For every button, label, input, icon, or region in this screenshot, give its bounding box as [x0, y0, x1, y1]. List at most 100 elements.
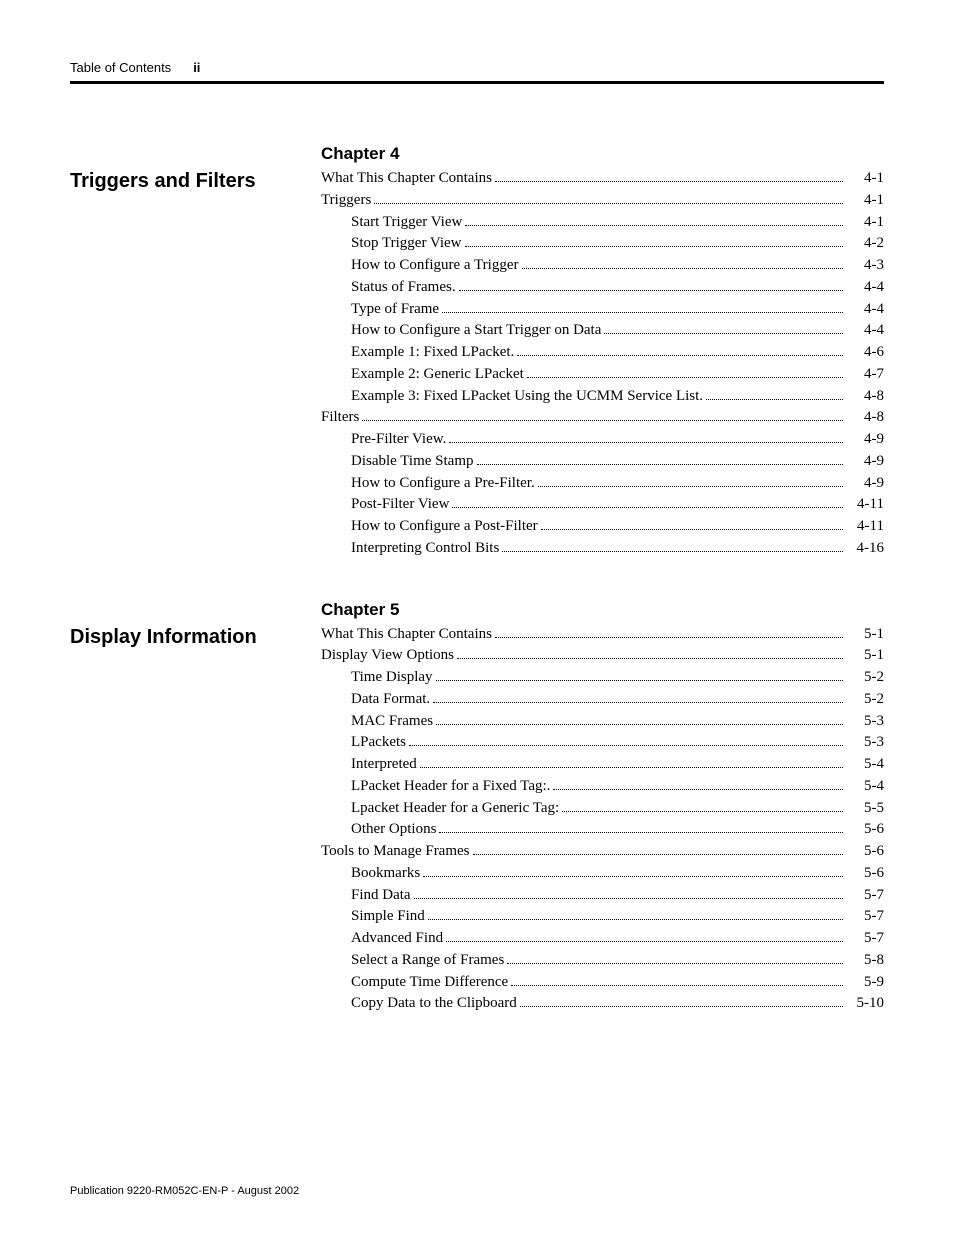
toc-leader-dots: [457, 646, 843, 660]
toc-entry-label: Example 3: Fixed LPacket Using the UCMM …: [351, 386, 703, 408]
toc-leader-dots: [562, 798, 843, 812]
toc-entry-label: How to Configure a Pre-Filter.: [351, 473, 535, 495]
toc-leader-dots: [465, 234, 843, 248]
toc-entry-label: Interpreting Control Bits: [351, 538, 499, 560]
toc-entry-label: Start Trigger View: [351, 212, 462, 234]
toc-entry-page: 4-7: [846, 364, 884, 386]
toc-entry: Status of Frames.4-4: [351, 277, 884, 299]
section-title: Display Information: [70, 624, 321, 649]
toc-entry-page: 5-6: [846, 863, 884, 885]
toc-entry-page: 4-6: [846, 342, 884, 364]
toc-entry: MAC Frames5-3: [351, 711, 884, 733]
toc-list: What This Chapter Contains4-1Triggers 4-1…: [321, 168, 884, 560]
toc-entry: Time Display 5-2: [351, 667, 884, 689]
toc-entry: Filters4-8: [321, 407, 884, 429]
toc-entry-label: Status of Frames.: [351, 277, 456, 299]
toc-entry-page: 4-4: [846, 320, 884, 342]
toc-entry: Pre-Filter View. 4-9: [351, 429, 884, 451]
toc-entry: Copy Data to the Clipboard5-10: [351, 993, 884, 1015]
chapter-row: Display InformationWhat This Chapter Con…: [70, 624, 884, 1016]
toc-entry-page: 5-7: [846, 885, 884, 907]
toc-entry-label: Lpacket Header for a Generic Tag:: [351, 798, 559, 820]
section-title: Triggers and Filters: [70, 168, 321, 193]
toc-entry-label: Pre-Filter View.: [351, 429, 446, 451]
toc-entry-page: 4-8: [846, 386, 884, 408]
toc-entry-page: 5-3: [846, 732, 884, 754]
toc-entry-page: 4-8: [846, 407, 884, 429]
toc-entry-label: Advanced Find: [351, 928, 443, 950]
toc-entry-label: Tools to Manage Frames: [321, 841, 470, 863]
toc-entry-page: 4-2: [846, 233, 884, 255]
chapter-block: Chapter 5Display InformationWhat This Ch…: [70, 600, 884, 1016]
toc-entry-label: Simple Find: [351, 906, 425, 928]
toc-leader-dots: [428, 907, 843, 921]
toc-entry: Post-Filter View4-11: [351, 494, 884, 516]
toc-entry: Disable Time Stamp4-9: [351, 451, 884, 473]
toc-entry-label: Select a Range of Frames: [351, 950, 504, 972]
toc-entry-label: LPacket Header for a Fixed Tag:.: [351, 776, 550, 798]
toc-entry-label: Other Options: [351, 819, 436, 841]
page-header: Table of Contents ii: [70, 60, 884, 84]
toc-entry-label: Triggers: [321, 190, 371, 212]
toc-entry: Type of Frame4-4: [351, 299, 884, 321]
toc-entry: Interpreted5-4: [351, 754, 884, 776]
toc-entry-page: 4-1: [846, 212, 884, 234]
chapter-row: Triggers and FiltersWhat This Chapter Co…: [70, 168, 884, 560]
toc-entry: Triggers 4-1: [321, 190, 884, 212]
toc-entry: LPackets 5-3: [351, 732, 884, 754]
toc-entry-page: 5-1: [846, 624, 884, 646]
toc-leader-dots: [439, 820, 843, 834]
toc-entry-label: Time Display: [351, 667, 433, 689]
toc-leader-dots: [459, 277, 843, 291]
toc-entry-label: What This Chapter Contains: [321, 624, 492, 646]
toc-entry-page: 5-7: [846, 906, 884, 928]
toc-entry-label: LPackets: [351, 732, 406, 754]
toc-entry-label: Find Data: [351, 885, 411, 907]
toc-leader-dots: [511, 972, 843, 986]
toc-entry-page: 4-9: [846, 473, 884, 495]
toc-entry: What This Chapter Contains4-1: [321, 168, 884, 190]
toc-leader-dots: [452, 495, 843, 509]
toc-entry: How to Configure a Post-Filter4-11: [351, 516, 884, 538]
chapter-block: Chapter 4Triggers and FiltersWhat This C…: [70, 144, 884, 560]
toc-leader-dots: [436, 668, 843, 682]
toc-entry: Display View Options 5-1: [321, 645, 884, 667]
toc-entry: Bookmarks5-6: [351, 863, 884, 885]
toc-leader-dots: [604, 321, 843, 335]
toc-leader-dots: [442, 299, 843, 313]
toc-leader-dots: [436, 711, 843, 725]
chapter-heading: Chapter 5: [321, 600, 884, 620]
publication-footer: Publication 9220-RM052C-EN-P - August 20…: [70, 1185, 299, 1197]
toc-entry-page: 5-5: [846, 798, 884, 820]
toc-leader-dots: [477, 451, 843, 465]
toc-entry-page: 5-9: [846, 972, 884, 994]
toc-entry-label: How to Configure a Post-Filter: [351, 516, 538, 538]
toc-entry-page: 5-2: [846, 667, 884, 689]
toc-entry: Select a Range of Frames5-8: [351, 950, 884, 972]
toc-entry: LPacket Header for a Fixed Tag:. 5-4: [351, 776, 884, 798]
toc-entry-page: 5-10: [846, 993, 884, 1015]
toc-entry: Compute Time Difference5-9: [351, 972, 884, 994]
toc-entry-page: 5-1: [846, 645, 884, 667]
toc-entry-label: Display View Options: [321, 645, 454, 667]
toc-entry: Example 3: Fixed LPacket Using the UCMM …: [351, 386, 884, 408]
toc-entry: Interpreting Control Bits 4-16: [351, 538, 884, 560]
toc-entry-page: 5-4: [846, 776, 884, 798]
toc-leader-dots: [553, 776, 843, 790]
toc-entry-label: Interpreted: [351, 754, 417, 776]
toc-entry-label: Post-Filter View: [351, 494, 449, 516]
toc-entry-page: 4-9: [846, 429, 884, 451]
toc-leader-dots: [433, 689, 843, 703]
toc-entry: Find Data 5-7: [351, 885, 884, 907]
toc-leader-dots: [495, 624, 843, 638]
toc-list: What This Chapter Contains5-1Display Vie…: [321, 624, 884, 1016]
toc-leader-dots: [374, 190, 843, 204]
toc-entry-page: 4-1: [846, 190, 884, 212]
toc-entry-page: 5-7: [846, 928, 884, 950]
toc-entry-label: MAC Frames: [351, 711, 433, 733]
toc-entry: What This Chapter Contains 5-1: [321, 624, 884, 646]
toc-leader-dots: [423, 863, 843, 877]
toc-entry: Advanced Find 5-7: [351, 928, 884, 950]
toc-entry-label: How to Configure a Start Trigger on Data: [351, 320, 601, 342]
toc-entry-page: 4-16: [846, 538, 884, 560]
